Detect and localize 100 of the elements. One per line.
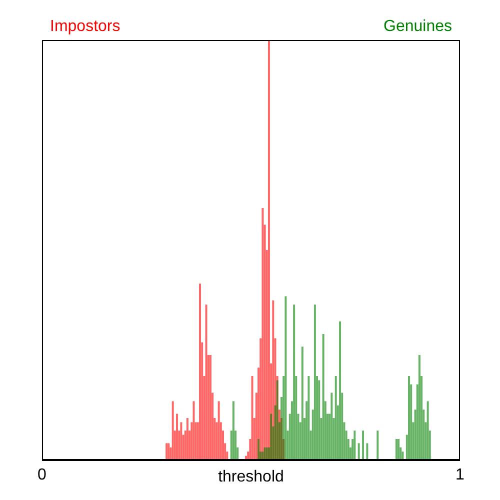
bar [414, 410, 416, 460]
bar [188, 430, 191, 460]
bar [232, 401, 234, 460]
bar [209, 355, 212, 460]
bar [354, 430, 356, 460]
bar [308, 376, 310, 460]
bar [176, 414, 178, 460]
bar [230, 430, 232, 460]
bar [268, 447, 270, 460]
bar [249, 439, 252, 460]
bar [408, 376, 410, 460]
bar [395, 439, 398, 460]
bar [170, 447, 172, 460]
bar [301, 346, 304, 460]
bar [199, 284, 201, 460]
bar [336, 405, 339, 460]
bar [428, 430, 431, 460]
bar [220, 422, 222, 460]
text: Genuines [384, 18, 452, 36]
bar [312, 410, 314, 460]
bar [284, 296, 287, 460]
bar [343, 422, 346, 460]
bar [332, 418, 335, 460]
bar [186, 418, 188, 460]
bar [280, 397, 283, 460]
bar [330, 392, 333, 460]
bar [216, 422, 218, 460]
bar [180, 422, 182, 460]
bar [320, 418, 322, 460]
bar [214, 418, 216, 460]
bar [420, 376, 423, 460]
bar [310, 430, 312, 460]
bar [362, 430, 364, 460]
bar [347, 439, 350, 460]
bar [418, 355, 420, 460]
bar [324, 401, 326, 460]
bar [293, 304, 296, 460]
bar [297, 414, 300, 460]
bar [166, 443, 168, 460]
bar [212, 392, 214, 460]
bar [251, 376, 254, 460]
bar [226, 452, 228, 460]
text: Impostors [50, 18, 120, 36]
bar [192, 401, 195, 460]
bar [178, 430, 180, 460]
bar [262, 452, 264, 460]
bar [410, 384, 412, 460]
bar [247, 452, 250, 460]
bar [282, 376, 285, 460]
bar [376, 430, 379, 460]
bar [416, 384, 418, 460]
bar [400, 447, 402, 460]
bar [295, 376, 298, 460]
bar [290, 401, 293, 460]
bar [172, 401, 174, 460]
bar [260, 452, 262, 460]
bar [426, 401, 429, 460]
bar [402, 452, 404, 460]
bar [286, 430, 289, 460]
bar [205, 304, 208, 460]
bar [201, 342, 204, 460]
bar [278, 422, 280, 460]
bar [236, 447, 239, 460]
bar [184, 430, 186, 460]
bar [222, 430, 224, 460]
bar [422, 410, 425, 460]
bar [345, 430, 348, 460]
bar [234, 430, 237, 460]
bar [349, 447, 352, 460]
bar [253, 418, 256, 460]
bar [288, 414, 291, 460]
bar [366, 443, 368, 460]
bar [218, 401, 220, 460]
bar [196, 422, 199, 460]
bar [398, 439, 400, 460]
bar [306, 401, 308, 460]
bar [316, 376, 318, 460]
bar [341, 392, 344, 460]
bar [224, 443, 226, 460]
x-tick-label: 0 [38, 466, 47, 484]
bar [270, 414, 272, 460]
bar [328, 414, 331, 460]
bar [424, 422, 427, 460]
bar [190, 422, 193, 460]
bar [264, 447, 266, 460]
bar [318, 380, 320, 460]
bar [168, 443, 170, 460]
bar [406, 434, 408, 460]
bar [339, 321, 342, 460]
bar [255, 392, 258, 460]
bar [274, 405, 276, 460]
bar [326, 414, 328, 460]
x-tick-label: 1 [456, 466, 465, 484]
bar [334, 376, 337, 460]
bar [322, 334, 324, 460]
x-axis-title: threshold [218, 468, 284, 486]
bar [258, 439, 260, 460]
bar [314, 304, 316, 460]
bar [266, 447, 268, 460]
bar [174, 430, 176, 460]
